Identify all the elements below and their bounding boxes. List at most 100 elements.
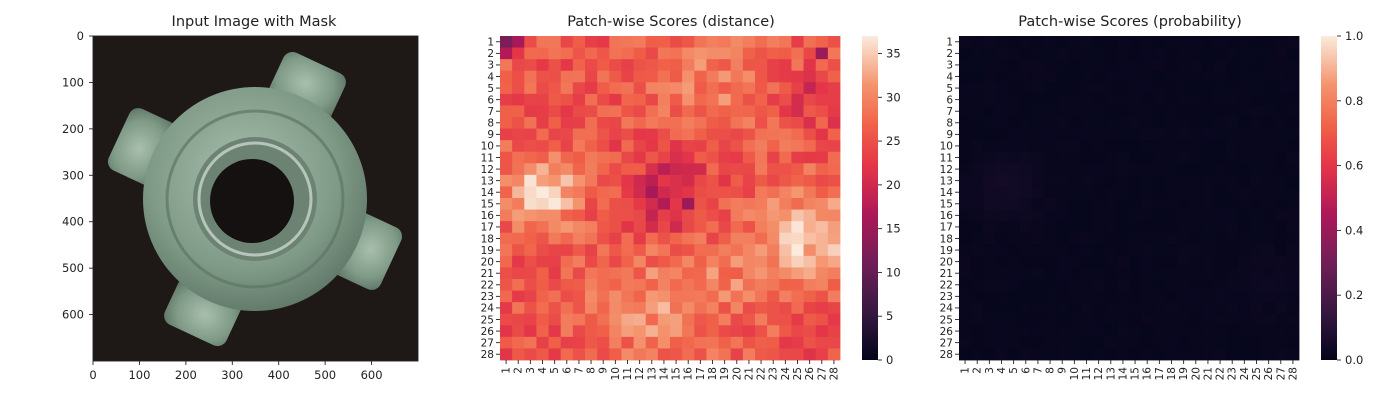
heatmap-cell	[1238, 93, 1251, 106]
heatmap-cell	[609, 93, 622, 106]
heatmap-cell	[959, 279, 972, 291]
heatmap-cell	[548, 209, 562, 222]
heatmap-cell	[1007, 128, 1021, 141]
heatmap-cell	[560, 47, 574, 60]
heatmap-cell	[730, 59, 744, 72]
heatmap-cell	[1068, 302, 1081, 315]
heatmap-ytick-label: 1	[946, 37, 953, 49]
heatmap-ytick-label: 18	[481, 233, 494, 245]
heatmap-cell	[1286, 209, 1300, 222]
heatmap-cell	[1153, 198, 1166, 210]
heatmap-cell	[536, 105, 549, 118]
heatmap-cell	[548, 336, 562, 349]
heatmap-cell	[1286, 105, 1300, 118]
image-ytick-label: 400	[62, 215, 84, 229]
image-xtick-label: 500	[314, 368, 336, 382]
heatmap-cell	[706, 117, 719, 129]
heatmap-cell	[1019, 209, 1033, 222]
heatmap-cell	[791, 47, 804, 60]
image-ytick-label: 200	[62, 122, 84, 136]
heatmap-cell	[1250, 140, 1263, 153]
heatmap-cell	[827, 47, 841, 60]
heatmap-cell	[1238, 336, 1251, 349]
heatmap-ytick-label: 23	[940, 291, 953, 303]
heatmap-cell	[971, 244, 984, 257]
heatmap-cell	[1019, 232, 1033, 245]
heatmap-cell	[536, 209, 549, 222]
heatmap-cell	[718, 244, 732, 257]
heatmap-cell	[1153, 244, 1166, 257]
heatmap-ytick-label: 27	[940, 337, 953, 349]
heatmap-cell	[995, 174, 1008, 187]
heatmap-cell	[779, 70, 792, 83]
heatmap-cell	[1068, 198, 1081, 210]
heatmap-cell	[1092, 140, 1106, 153]
heatmap-cell	[1019, 186, 1033, 199]
heatmap-cell	[1080, 186, 1093, 199]
heatmap-cell	[633, 47, 647, 60]
heatmap-cell	[1274, 290, 1288, 303]
heatmap-cell	[779, 59, 792, 72]
heatmap-cell	[1262, 221, 1276, 234]
heatmap-ytick-label: 14	[481, 187, 495, 199]
heatmap-cell	[1056, 117, 1069, 129]
heatmap-cell	[791, 221, 804, 234]
heatmap-cell	[1080, 70, 1093, 83]
heatmap-cell	[524, 279, 537, 291]
heatmap-cell	[682, 70, 695, 83]
heatmap-cell	[1177, 313, 1191, 326]
heatmap-cell	[1189, 290, 1203, 303]
heatmap-cell	[1129, 244, 1142, 257]
heatmap-cell	[597, 163, 610, 176]
heatmap-cell	[1019, 174, 1033, 187]
heatmap-cell	[1056, 290, 1069, 303]
heatmap-cell	[500, 128, 513, 141]
heatmap-cell	[645, 313, 659, 326]
heatmap-cell	[524, 174, 537, 187]
heatmap-cell	[1031, 290, 1045, 303]
heatmap-cell	[767, 151, 780, 164]
heatmap-cell	[706, 59, 719, 72]
heatmap-cell	[1238, 117, 1251, 129]
heatmap-cell	[633, 348, 647, 361]
heatmap-cell	[1177, 117, 1191, 129]
heatmap-cell	[670, 82, 683, 95]
heatmap-cell	[536, 290, 549, 303]
heatmap-ytick-label: 21	[481, 268, 494, 280]
heatmap-cell	[1189, 128, 1203, 141]
heatmap-cell	[983, 255, 996, 268]
heatmap-cell	[536, 325, 549, 338]
panel3-title: Patch-wise Scores (probability)	[1018, 14, 1241, 30]
heatmap-cell	[1104, 313, 1118, 326]
heatmap-ytick-label: 7	[946, 106, 953, 118]
heatmap-cell	[572, 70, 586, 83]
heatmap-cell	[548, 267, 562, 280]
heatmap-cell	[1019, 325, 1033, 338]
heatmap-cell	[1068, 348, 1081, 361]
heatmap-cell	[1044, 221, 1057, 234]
heatmap-cell	[1189, 209, 1203, 222]
heatmap-cell	[585, 128, 598, 141]
heatmap-cell	[1056, 348, 1069, 361]
heatmap-cell	[1262, 59, 1276, 72]
heatmap-cell	[1250, 267, 1263, 280]
heatmap-cell	[1201, 302, 1215, 315]
heatmap-cell	[1286, 279, 1300, 291]
heatmap-cell	[633, 313, 647, 326]
heatmap-cell	[959, 313, 972, 326]
heatmap-cell	[1274, 198, 1288, 210]
heatmap-cell	[1044, 290, 1057, 303]
heatmap-cell	[1019, 105, 1033, 118]
heatmap-cell	[536, 336, 549, 349]
heatmap-xtick-label: 26	[804, 367, 816, 381]
heatmap-cell	[1019, 336, 1033, 349]
heatmap-cell	[1092, 232, 1106, 245]
distance-heatmap-cells	[500, 36, 841, 361]
heatmap-cell	[1274, 209, 1288, 222]
heatmap-cell	[1092, 244, 1106, 257]
heatmap-cell	[1226, 174, 1239, 187]
heatmap-cell	[548, 174, 562, 187]
heatmap-cell	[670, 313, 683, 326]
heatmap-cell	[1226, 209, 1239, 222]
heatmap-cell	[971, 163, 984, 176]
